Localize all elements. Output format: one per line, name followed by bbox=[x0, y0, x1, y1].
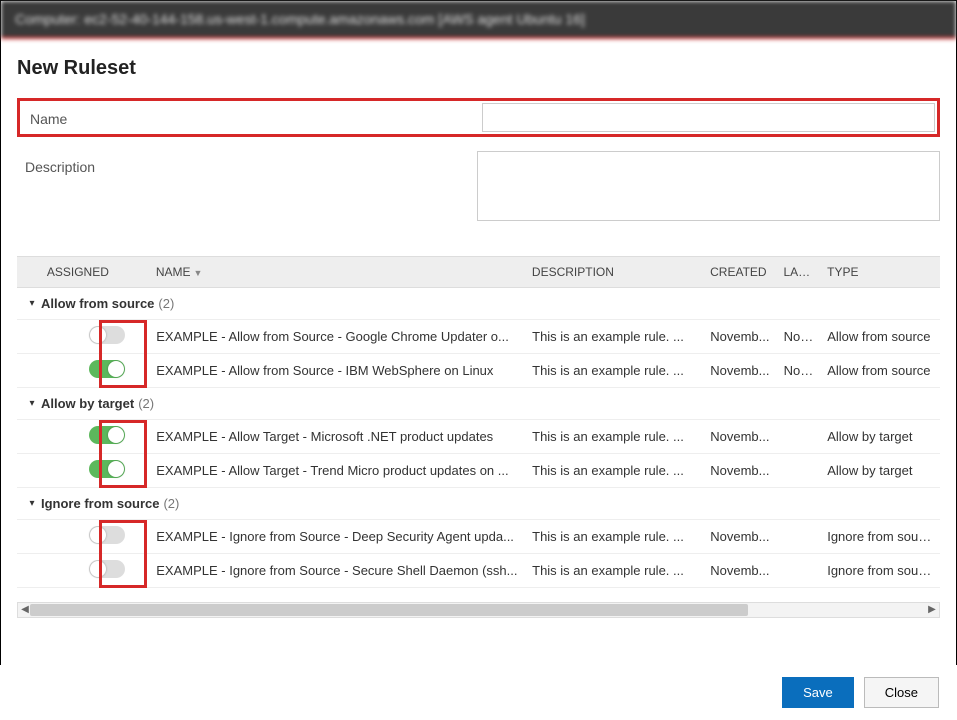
table-row[interactable]: EXAMPLE - Ignore from Source - Deep Secu… bbox=[17, 520, 940, 554]
group-title: Ignore from source bbox=[41, 496, 159, 511]
rule-type: Ignore from source bbox=[821, 563, 940, 578]
group-count: (2) bbox=[158, 296, 174, 311]
rule-created: Novemb... bbox=[704, 563, 777, 578]
close-button[interactable]: Close bbox=[864, 677, 939, 708]
assigned-toggle[interactable] bbox=[89, 460, 125, 478]
name-input[interactable] bbox=[482, 103, 935, 132]
table-row[interactable]: EXAMPLE - Allow from Source - IBM WebSph… bbox=[17, 354, 940, 388]
rule-description: This is an example rule. ... bbox=[526, 329, 704, 344]
rule-last: Nov... bbox=[778, 329, 822, 344]
description-label: Description bbox=[17, 151, 477, 175]
col-last[interactable]: LAS... bbox=[777, 257, 821, 287]
group-title: Allow from source bbox=[41, 296, 154, 311]
col-assigned[interactable]: ASSIGNED bbox=[41, 257, 150, 287]
rule-created: Novemb... bbox=[704, 463, 777, 478]
group-header[interactable]: ▾Allow from source (2) bbox=[17, 288, 940, 320]
col-name[interactable]: NAME bbox=[150, 257, 526, 287]
rule-description: This is an example rule. ... bbox=[526, 363, 704, 378]
table-row[interactable]: EXAMPLE - Allow Target - Trend Micro pro… bbox=[17, 454, 940, 488]
rule-description: This is an example rule. ... bbox=[526, 429, 704, 444]
rule-created: Novemb... bbox=[704, 529, 777, 544]
rule-name: EXAMPLE - Ignore from Source - Secure Sh… bbox=[150, 563, 526, 578]
chevron-down-icon: ▾ bbox=[23, 398, 41, 409]
rule-description: This is an example rule. ... bbox=[526, 529, 704, 544]
table-header: ASSIGNED NAME DESCRIPTION CREATED LAS...… bbox=[17, 256, 940, 288]
assigned-toggle[interactable] bbox=[89, 360, 125, 378]
assigned-toggle[interactable] bbox=[89, 526, 125, 544]
rule-type: Allow from source bbox=[821, 329, 940, 344]
rule-type: Allow from source bbox=[821, 363, 940, 378]
rule-type: Allow by target bbox=[821, 429, 940, 444]
col-type[interactable]: TYPE bbox=[821, 257, 940, 287]
name-field-highlight: Name bbox=[17, 98, 940, 137]
description-input[interactable] bbox=[477, 151, 940, 221]
group-count: (2) bbox=[163, 496, 179, 511]
col-description[interactable]: DESCRIPTION bbox=[526, 257, 704, 287]
group-title: Allow by target bbox=[41, 396, 134, 411]
rule-name: EXAMPLE - Allow from Source - Google Chr… bbox=[150, 329, 526, 344]
rule-name: EXAMPLE - Allow Target - Microsoft .NET … bbox=[150, 429, 526, 444]
group-header[interactable]: ▾Allow by target (2) bbox=[17, 388, 940, 420]
chevron-down-icon: ▾ bbox=[23, 498, 41, 509]
rule-type: Ignore from source bbox=[821, 529, 940, 544]
assigned-toggle[interactable] bbox=[89, 560, 125, 578]
assigned-toggle[interactable] bbox=[89, 426, 125, 444]
rule-type: Allow by target bbox=[821, 463, 940, 478]
group-header[interactable]: ▾Ignore from source (2) bbox=[17, 488, 940, 520]
rule-description: This is an example rule. ... bbox=[526, 563, 704, 578]
assigned-toggle[interactable] bbox=[89, 326, 125, 344]
rule-name: EXAMPLE - Allow from Source - IBM WebSph… bbox=[150, 363, 526, 378]
scroll-thumb[interactable] bbox=[30, 604, 748, 616]
group-count: (2) bbox=[138, 396, 154, 411]
rule-created: Novemb... bbox=[704, 429, 777, 444]
window-titlebar: Computer: ec2-52-40-144-158.us-west-1.co… bbox=[1, 1, 956, 39]
table-row[interactable]: EXAMPLE - Allow from Source - Google Chr… bbox=[17, 320, 940, 354]
rule-created: Novemb... bbox=[704, 329, 777, 344]
page-title: New Ruleset bbox=[17, 57, 940, 80]
rule-last: Nov... bbox=[778, 363, 822, 378]
rules-table: ASSIGNED NAME DESCRIPTION CREATED LAS...… bbox=[17, 256, 940, 588]
name-label: Name bbox=[22, 103, 482, 127]
rule-name: EXAMPLE - Allow Target - Trend Micro pro… bbox=[150, 463, 526, 478]
scroll-right-icon[interactable]: ▶ bbox=[925, 603, 939, 617]
rule-description: This is an example rule. ... bbox=[526, 463, 704, 478]
col-created[interactable]: CREATED bbox=[704, 257, 777, 287]
chevron-down-icon: ▾ bbox=[23, 298, 41, 309]
table-row[interactable]: EXAMPLE - Ignore from Source - Secure Sh… bbox=[17, 554, 940, 588]
save-button[interactable]: Save bbox=[782, 677, 854, 708]
horizontal-scrollbar[interactable]: ◀ ▶ bbox=[17, 602, 940, 618]
table-row[interactable]: EXAMPLE - Allow Target - Microsoft .NET … bbox=[17, 420, 940, 454]
rule-created: Novemb... bbox=[704, 363, 777, 378]
rule-name: EXAMPLE - Ignore from Source - Deep Secu… bbox=[150, 529, 526, 544]
